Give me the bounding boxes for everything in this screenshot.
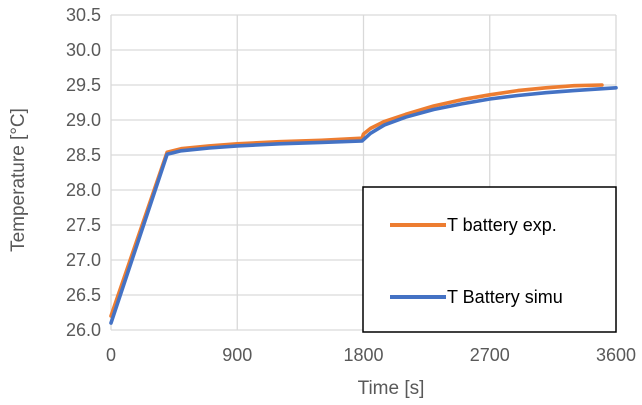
y-tick-label: 27.0	[66, 250, 101, 270]
x-axis-title: Time [s]	[358, 378, 425, 399]
tick-layer: 26.0 26.5 27.0 27.5 28.0 28.5 29.0 29.5 30.0 30.5…	[66, 5, 636, 365]
y-tick-label: 30.0	[66, 40, 101, 60]
y-tick-label: 28.0	[66, 180, 101, 200]
legend: T battery exp. T Battery simu	[362, 186, 617, 333]
y-axis-title: Temperature [°C]	[8, 108, 29, 252]
series-line-exp	[109, 83, 604, 318]
legend-label-simu: T Battery simu	[447, 287, 563, 307]
series-line-simu	[109, 86, 618, 325]
y-tick-label: 29.5	[66, 75, 101, 95]
x-tick-label: 1800	[343, 345, 383, 365]
legend-label-exp: T battery exp.	[447, 215, 557, 235]
x-tick-label: 0	[106, 345, 116, 365]
x-tick-label: 900	[222, 345, 252, 365]
x-tick-label: 3600	[596, 345, 636, 365]
y-tick-label: 27.5	[66, 215, 101, 235]
y-tick-label: 28.5	[66, 145, 101, 165]
series-layer	[109, 83, 618, 325]
legend-box	[362, 186, 617, 333]
y-tick-label: 30.5	[66, 5, 101, 25]
y-tick-label: 26.0	[66, 320, 101, 340]
y-tick-label: 29.0	[66, 110, 101, 130]
x-tick-label: 2700	[470, 345, 510, 365]
y-tick-label: 26.5	[66, 285, 101, 305]
